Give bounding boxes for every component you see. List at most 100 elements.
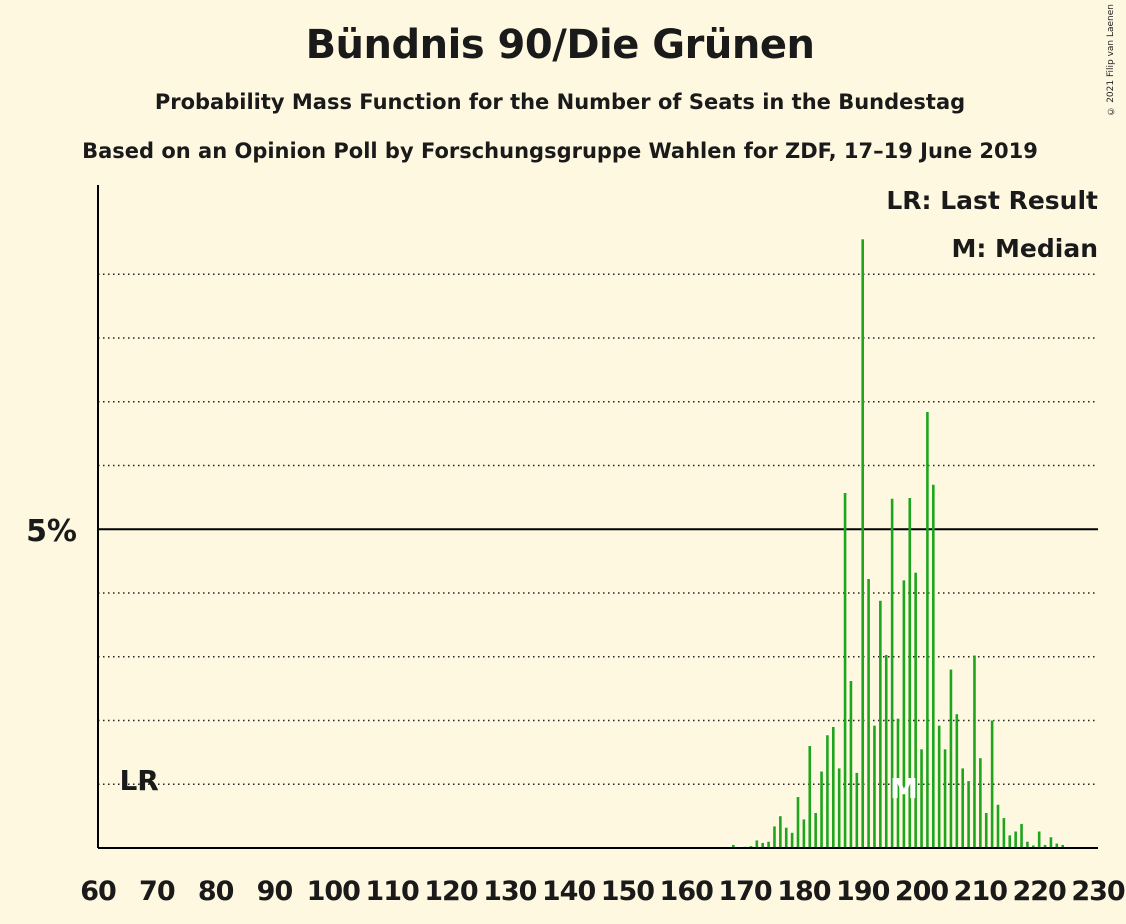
bar-216 (1014, 831, 1017, 848)
bar-cap-182 (814, 811, 817, 813)
x-tick-labels: 60 70 80 90 100 110 120 130 140 150 160 170 180 190 20… (80, 876, 1126, 907)
bar-cap-214 (1002, 816, 1006, 819)
bar-220 (1037, 831, 1041, 848)
bar-205 (949, 669, 953, 848)
bar-cap-205 (949, 668, 953, 670)
x-tick-130: 130 (483, 876, 537, 907)
bar-cap-203 (937, 724, 941, 726)
bar-cap-200 (920, 747, 923, 750)
bar-cap-194 (884, 653, 888, 655)
bar-cap-191 (867, 577, 870, 579)
bar-cap-218 (1026, 840, 1029, 842)
bar-222 (1049, 837, 1053, 848)
bar-cap-185 (831, 725, 835, 727)
bar-cap-173 (761, 841, 765, 843)
bar-cap-171 (749, 844, 753, 847)
bar-cap-207 (961, 767, 965, 769)
bar-cap-209 (973, 654, 976, 656)
bar-178 (790, 832, 794, 848)
bar-196 (896, 718, 900, 848)
bar-cap-204 (943, 747, 947, 750)
bar-217 (1020, 823, 1023, 848)
x-tick-60: 60 (80, 876, 116, 907)
x-tick-100: 100 (307, 876, 361, 907)
bar-cap-197 (902, 579, 906, 581)
y-tick-label-5pct: 5% (26, 514, 77, 549)
bar-173 (761, 842, 765, 848)
bar-cap-193 (879, 599, 882, 601)
bar-cap-220 (1037, 830, 1041, 832)
bar-cap-189 (855, 771, 859, 773)
legend-last-result: LR: Last Result (886, 186, 1098, 215)
bar-214 (1002, 818, 1006, 848)
bar-188 (849, 680, 853, 848)
bar-cap-201 (926, 410, 929, 412)
bar-cap-180 (802, 818, 806, 820)
bar-cap-208 (967, 779, 970, 782)
bar-191 (867, 578, 870, 848)
x-tick-140: 140 (542, 876, 596, 907)
x-tick-90: 90 (257, 876, 293, 907)
bar-176 (779, 816, 782, 848)
bar-223 (1055, 843, 1059, 848)
bar-206 (955, 714, 959, 848)
x-tick-70: 70 (139, 876, 175, 907)
gridlines (98, 273, 1098, 785)
bar-221 (1043, 844, 1047, 848)
bar-209 (973, 655, 976, 848)
bar-cap-167 (726, 846, 729, 848)
bar-cap-210 (979, 756, 982, 759)
bar-cap-217 (1020, 822, 1023, 824)
bar-cap-176 (779, 814, 782, 817)
bar-175 (773, 826, 776, 848)
bar-cap-224 (1061, 843, 1065, 845)
x-tick-180: 180 (777, 876, 831, 907)
bar-cap-179 (796, 795, 800, 797)
bar-cap-175 (773, 825, 776, 827)
bar-cap-188 (849, 679, 853, 681)
bar-cap-183 (820, 770, 823, 772)
bar-197 (902, 580, 906, 848)
x-tick-170: 170 (718, 876, 772, 907)
chart-title: Bündnis 90/Die Grünen (305, 22, 815, 68)
bar-cap-178 (790, 831, 794, 833)
x-tick-160: 160 (660, 876, 714, 907)
bar-184 (826, 735, 829, 848)
bar-cap-181 (808, 744, 812, 746)
bar-224 (1061, 844, 1065, 848)
bar-cap-168 (731, 843, 735, 845)
bar-177 (784, 827, 788, 848)
x-tick-210: 210 (954, 876, 1008, 907)
bar-212 (990, 720, 994, 848)
x-tick-150: 150 (601, 876, 655, 907)
x-tick-220: 220 (1012, 876, 1066, 907)
bar-198 (908, 498, 912, 848)
bar-182 (814, 812, 817, 848)
bar-cap-184 (826, 733, 829, 736)
bar-cap-174 (767, 840, 770, 842)
bar-cap-198 (908, 496, 912, 499)
bar-cap-195 (890, 497, 894, 499)
bar-cap-219 (1031, 844, 1035, 846)
bar-181 (808, 746, 812, 848)
bar-200 (920, 749, 923, 848)
bar-cap-187 (843, 491, 847, 493)
bar-207 (961, 768, 965, 848)
x-tick-200: 200 (895, 876, 949, 907)
bar-cap-169 (737, 846, 741, 848)
bar-208 (967, 781, 970, 848)
bar-cap-212 (990, 719, 994, 721)
bar-168 (731, 844, 735, 848)
x-tick-120: 120 (424, 876, 478, 907)
bar-213 (996, 804, 1000, 848)
bar-210 (979, 758, 982, 848)
bar-179 (796, 797, 800, 848)
bar-186 (837, 768, 841, 848)
bar-cap-213 (996, 803, 1000, 805)
bar-cap-172 (755, 839, 759, 841)
bar-cap-206 (955, 712, 959, 715)
x-tick-230: 230 (1071, 876, 1125, 907)
bar-cap-216 (1014, 830, 1017, 832)
chart-subtitle: Probability Mass Function for the Number… (154, 90, 966, 114)
bar-189 (855, 772, 859, 848)
